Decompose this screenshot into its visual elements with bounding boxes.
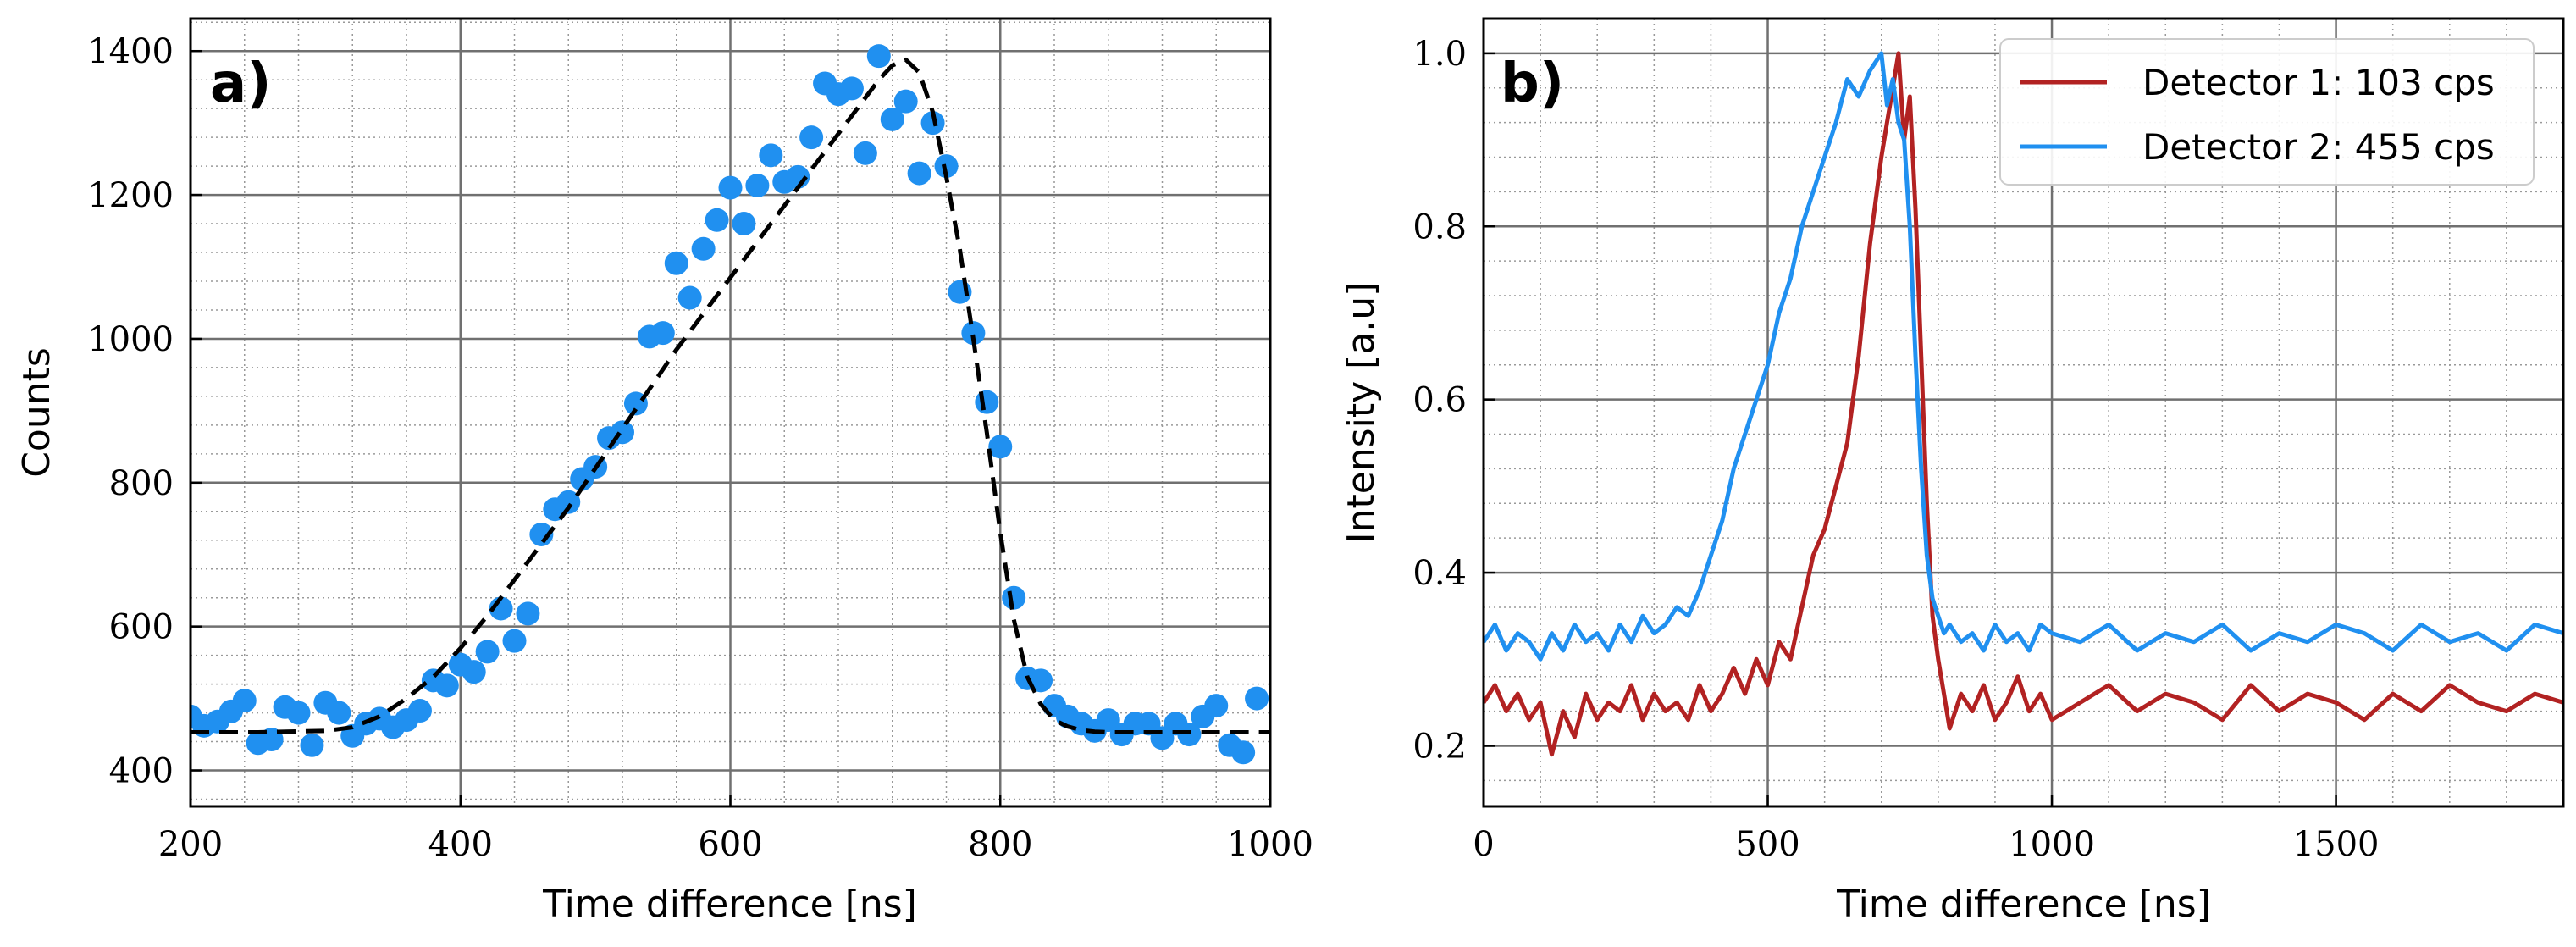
data-point [286, 701, 311, 725]
data-point [556, 490, 581, 514]
panel-a-label: a) [210, 53, 271, 115]
legend-box [1999, 38, 2535, 186]
x-tick-label: 600 [698, 825, 762, 864]
data-point [327, 701, 351, 725]
data-point [462, 660, 486, 684]
data-point [677, 285, 702, 310]
data-point [745, 174, 770, 198]
data-point [1245, 686, 1269, 711]
panel-a-ylabel: Counts [15, 347, 58, 478]
x-tick-label: 1500 [2293, 825, 2380, 864]
data-point [300, 733, 324, 757]
x-tick-label: 1000 [2009, 825, 2095, 864]
data-point [961, 321, 986, 346]
y-tick-label: 1000 [87, 320, 174, 359]
panel-a: 200 400 600 800 1000 400 600 800 1000 1200 1400 a)… [15, 17, 1313, 926]
data-point [799, 125, 824, 150]
data-point [529, 522, 554, 546]
data-point [988, 435, 1013, 459]
data-point [907, 161, 931, 186]
fit-curve [191, 57, 1270, 734]
legend-entry-detector-2: Detector 2: 455 cps [2142, 126, 2495, 168]
data-point [664, 251, 688, 275]
legend: Detector 1: 103 cps Detector 2: 455 cps [1999, 38, 2535, 186]
data-point [880, 107, 904, 131]
y-tick-label: 600 [109, 608, 174, 647]
data-point [866, 44, 891, 69]
data-point [975, 390, 999, 414]
data-point [853, 141, 877, 165]
data-point [1177, 723, 1202, 747]
data-point [705, 208, 729, 232]
x-tick-label: 200 [158, 825, 223, 864]
data-point [1029, 668, 1053, 693]
data-point [434, 673, 459, 698]
data-point [934, 154, 959, 179]
panel-b-xlabel: Time difference [ns] [1836, 883, 2211, 926]
panel-a-xlabel: Time difference [ns] [542, 883, 917, 926]
y-tick-label: 1200 [87, 176, 174, 215]
data-point [516, 601, 540, 626]
y-tick-label: 0.4 [1412, 554, 1467, 593]
y-tick-label: 0.8 [1412, 208, 1467, 246]
data-point [732, 212, 756, 236]
data-point [502, 629, 527, 653]
y-tick-label: 400 [109, 752, 174, 791]
panel-b-ticks: 0 500 1000 1500 0.2 0.4 0.6 0.8 1.0 [1412, 35, 2379, 864]
data-point [475, 640, 500, 664]
data-point [920, 111, 945, 136]
x-tick-label: 0 [1473, 825, 1494, 864]
y-tick-label: 0.2 [1412, 727, 1467, 766]
data-point [718, 175, 743, 200]
x-tick-label: 500 [1735, 825, 1799, 864]
data-point [759, 143, 783, 168]
x-tick-label: 400 [428, 825, 493, 864]
y-tick-label: 800 [109, 464, 174, 503]
y-tick-label: 1.0 [1412, 35, 1467, 74]
data-point [893, 89, 918, 114]
data-point [650, 321, 675, 346]
series-line-2 [1484, 51, 2563, 662]
data-point [407, 699, 432, 723]
data-point [691, 236, 716, 261]
data-point [232, 689, 257, 713]
y-tick-label: 0.6 [1412, 381, 1467, 420]
y-tick-label: 1400 [87, 32, 174, 71]
data-point [1231, 740, 1256, 765]
data-point [1204, 694, 1229, 718]
panel-b-ylabel: Intensity [a.u] [1340, 282, 1383, 544]
panel-b: 0 500 1000 1500 0.2 0.4 0.6 0.8 1.0 b) Time diff… [1340, 17, 2565, 926]
x-tick-label: 1000 [1227, 825, 1313, 864]
legend-entry-detector-1: Detector 1: 103 cps [2142, 62, 2495, 103]
panel-a-grid [189, 19, 1272, 806]
panel-b-frame [1482, 17, 2565, 808]
x-tick-label: 800 [968, 825, 1032, 864]
panel-a-ticks: 200 400 600 800 1000 400 600 800 1000 1200 1400 [87, 32, 1313, 864]
panel-a-plot [191, 44, 1270, 765]
data-point [839, 76, 864, 101]
panel-b-plot [1484, 51, 2563, 757]
panel-b-label: b) [1501, 53, 1564, 115]
